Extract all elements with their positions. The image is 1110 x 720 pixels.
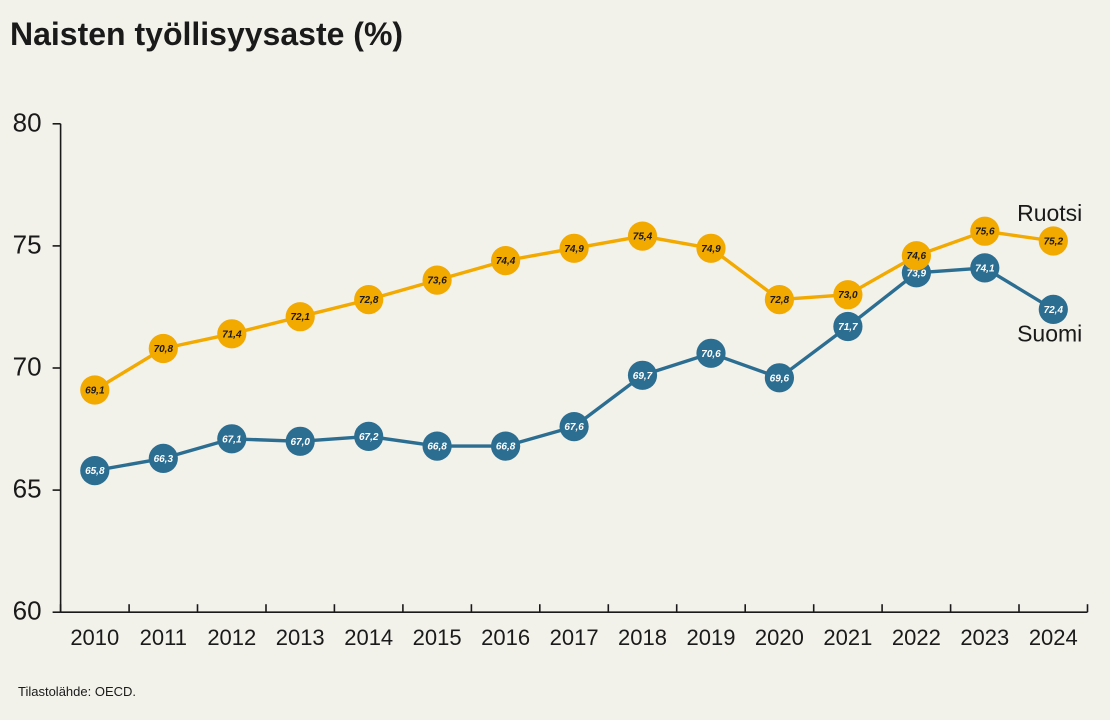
svg-text:71,4: 71,4 xyxy=(222,329,242,340)
svg-text:67,2: 67,2 xyxy=(359,432,379,443)
svg-text:2010: 2010 xyxy=(70,625,119,650)
svg-text:74,9: 74,9 xyxy=(564,244,584,255)
svg-text:2017: 2017 xyxy=(550,625,599,650)
svg-text:75,4: 75,4 xyxy=(633,232,653,243)
svg-text:66,3: 66,3 xyxy=(154,454,174,465)
svg-text:2015: 2015 xyxy=(413,625,462,650)
svg-text:2023: 2023 xyxy=(960,625,1009,650)
svg-text:2024: 2024 xyxy=(1029,625,1078,650)
svg-text:74,9: 74,9 xyxy=(701,244,721,255)
svg-text:69,6: 69,6 xyxy=(770,373,790,384)
svg-text:74,4: 74,4 xyxy=(496,256,516,267)
svg-text:75,2: 75,2 xyxy=(1044,237,1064,248)
svg-text:65: 65 xyxy=(13,474,42,504)
svg-text:72,8: 72,8 xyxy=(770,295,790,306)
svg-text:67,1: 67,1 xyxy=(222,434,242,445)
svg-text:2019: 2019 xyxy=(687,625,736,650)
svg-text:70,6: 70,6 xyxy=(701,349,721,360)
svg-text:72,4: 72,4 xyxy=(1044,305,1064,316)
svg-text:60: 60 xyxy=(13,596,42,626)
svg-text:73,6: 73,6 xyxy=(427,276,447,287)
svg-text:66,8: 66,8 xyxy=(427,442,447,453)
svg-text:67,0: 67,0 xyxy=(290,437,310,448)
svg-text:2016: 2016 xyxy=(481,625,530,650)
svg-text:66,8: 66,8 xyxy=(496,442,516,453)
svg-text:2021: 2021 xyxy=(823,625,872,650)
svg-text:70: 70 xyxy=(13,352,42,382)
svg-text:69,1: 69,1 xyxy=(85,386,105,397)
svg-text:71,7: 71,7 xyxy=(838,322,858,333)
svg-text:2013: 2013 xyxy=(276,625,325,650)
svg-text:Suomi: Suomi xyxy=(1017,320,1082,346)
svg-text:74,6: 74,6 xyxy=(907,251,927,262)
svg-text:2020: 2020 xyxy=(755,625,804,650)
svg-text:2012: 2012 xyxy=(207,625,256,650)
svg-text:75,6: 75,6 xyxy=(975,227,995,238)
svg-text:72,1: 72,1 xyxy=(290,312,310,323)
svg-text:65,8: 65,8 xyxy=(85,466,105,477)
svg-text:72,8: 72,8 xyxy=(359,295,379,306)
svg-text:70,8: 70,8 xyxy=(154,344,174,355)
svg-text:2014: 2014 xyxy=(344,625,393,650)
svg-text:73,0: 73,0 xyxy=(838,290,858,301)
svg-text:75: 75 xyxy=(13,229,42,259)
svg-text:74,1: 74,1 xyxy=(975,263,995,274)
svg-text:2011: 2011 xyxy=(140,625,187,650)
svg-text:80: 80 xyxy=(13,107,42,137)
svg-text:2022: 2022 xyxy=(892,625,941,650)
svg-text:2018: 2018 xyxy=(618,625,667,650)
svg-text:67,6: 67,6 xyxy=(564,422,584,433)
svg-text:69,7: 69,7 xyxy=(633,371,653,382)
svg-text:Ruotsi: Ruotsi xyxy=(1017,200,1082,226)
